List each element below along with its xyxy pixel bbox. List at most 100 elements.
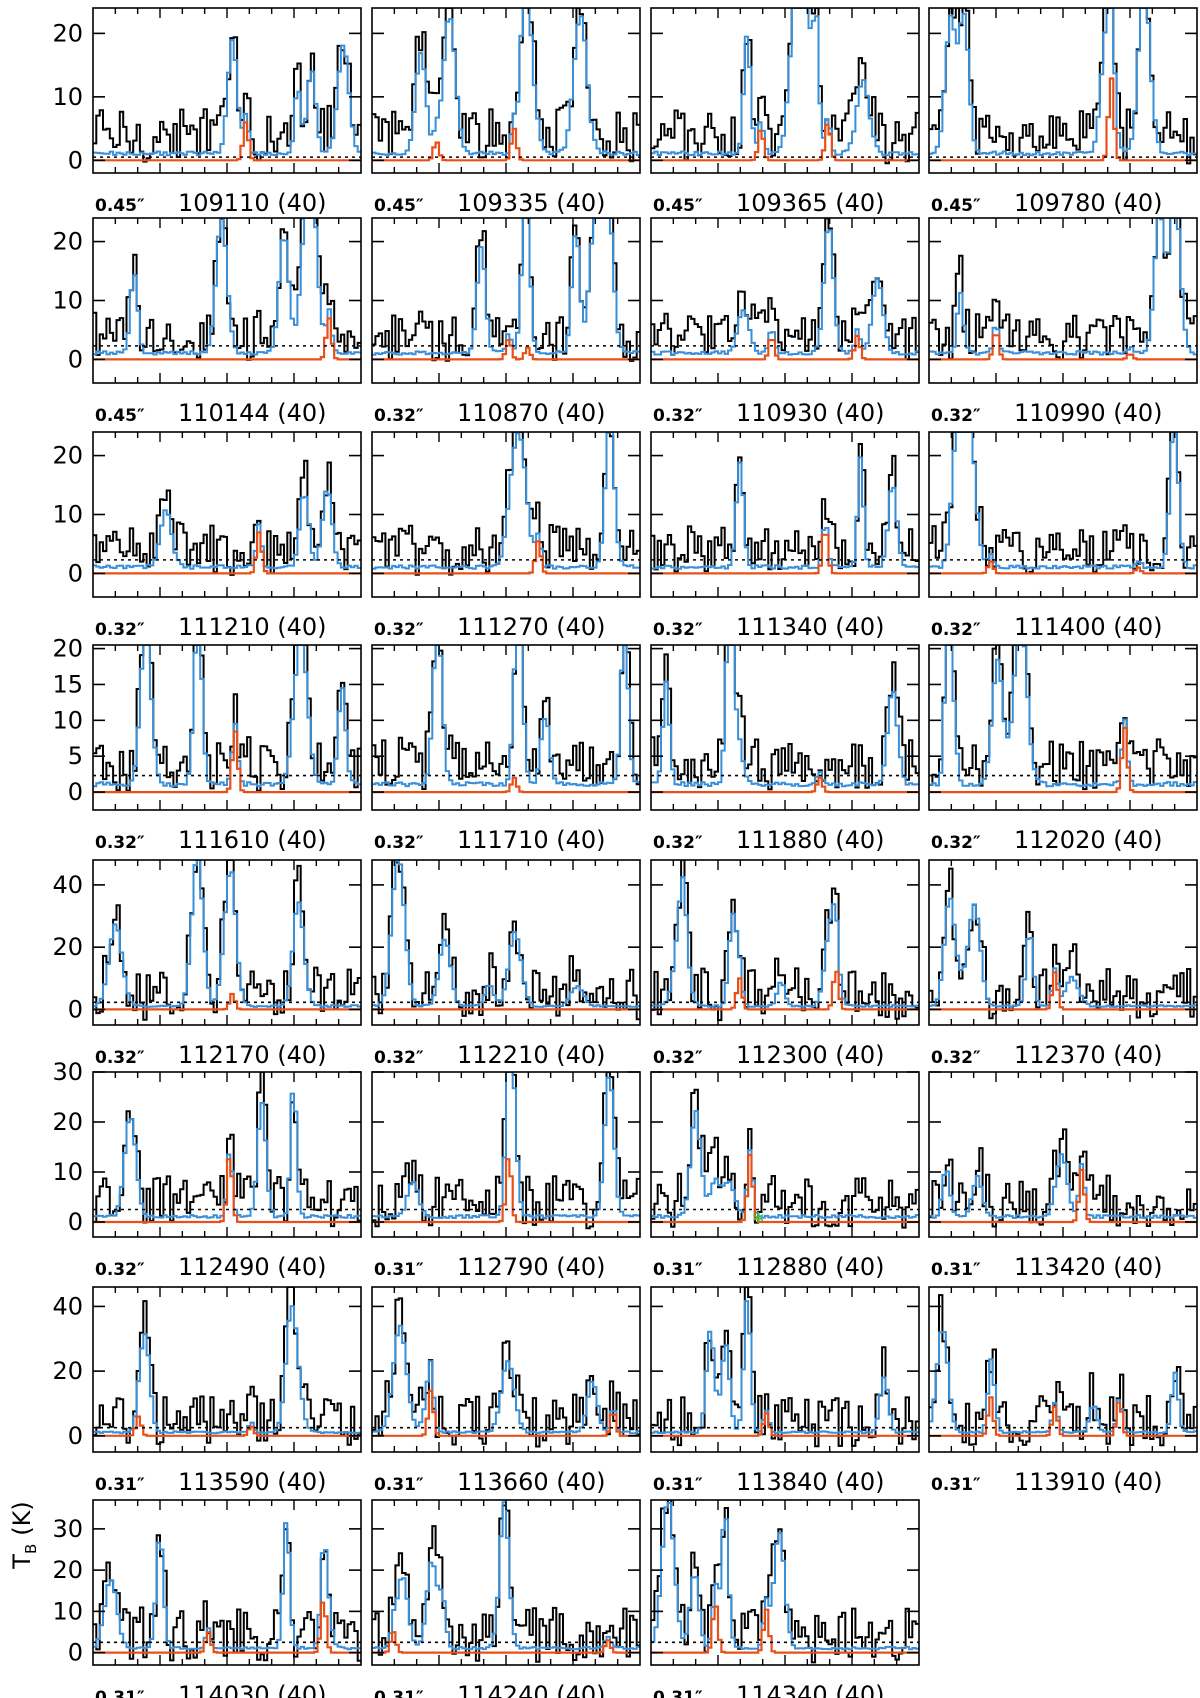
full-model-line [93,218,361,356]
molecule-model-line [651,123,919,162]
resolution-label: 0.45″ [653,196,703,216]
spectrum-panel: 0.31″ 112790 (40) [371,1071,641,1281]
molecule-model-line [93,1415,361,1437]
frequency-label: 112170 (40) [178,1041,327,1069]
resolution-label: 0.32″ [931,620,981,640]
full-model-line [93,490,361,570]
frequency-label: 111270 (40) [457,613,606,641]
spectrum-panel: 0.32″ 110930 (40) [650,217,920,427]
observed-spectrum-line [651,1088,919,1229]
frequency-label: 114240 (40) [457,1681,606,1698]
full-model-line [651,1110,919,1219]
y-tick-label: 30 [52,1515,83,1543]
observed-spectrum-line [372,1297,640,1448]
molecule-model-line [929,77,1197,162]
panel-frame [650,431,920,598]
resolution-label: 0.32″ [653,833,703,853]
observed-spectrum-line [651,218,919,361]
full-model-line [651,8,919,157]
observed-spectrum-line [93,1528,361,1662]
resolution-label: 0.31″ [374,1260,424,1280]
observed-spectrum-line [929,432,1197,575]
frequency-label: 112020 (40) [1014,826,1163,854]
y-tick-label: 10 [52,287,83,315]
y-tick-label: 0 [68,345,83,373]
y-tick-label: 0 [68,146,83,174]
resolution-label: 0.32″ [653,406,703,426]
full-model-line [651,1300,919,1435]
panel-frame [371,217,641,384]
spectrum-panel: 0.32″ 110990 (40) [928,217,1198,427]
molecule-model-line [93,992,361,1011]
frequency-label: 110144 (40) [178,399,327,427]
observed-spectrum-line [651,443,919,573]
molecule-model-line [929,334,1197,361]
y-axis-label: TB (K) [8,1501,40,1569]
spectrum-panel: 0.31″ 113910 (40) [928,1286,1198,1496]
frequency-label: 109780 (40) [1014,189,1163,217]
frequency-label: 114030 (40) [178,1681,327,1698]
spectrum-panel: 0 10 20 0.32″ 111210 (40) [52,431,362,641]
y-tick-label: 0 [68,778,83,806]
spectrum-panel: 0.32″ 112370 (40) [928,859,1198,1069]
y-tick-label: 40 [52,871,83,899]
resolution-label: 0.31″ [653,1688,703,1698]
full-model-line [372,645,640,788]
observed-spectrum-line [93,645,361,792]
full-model-line [93,1522,361,1651]
full-model-line [372,1072,640,1219]
resolution-label: 0.32″ [374,406,424,426]
spectrum-panel: 0 20 40 0.31″ 113590 (40) [52,1286,362,1496]
observed-spectrum-line [929,1128,1197,1228]
y-tick-label: 0 [68,1639,83,1667]
resolution-label: 0.32″ [374,833,424,853]
full-model-line [929,897,1197,1008]
full-model-line [372,218,640,356]
molecule-model-line [929,1168,1197,1224]
molecule-model-line [929,1396,1197,1437]
resolution-label: 0.45″ [95,196,145,216]
full-model-line [929,218,1197,356]
molecule-model-line [93,531,361,575]
full-model-line [372,432,640,570]
full-model-line [651,645,919,788]
molecule-model-line [372,127,640,162]
spectrum-panel: 0.32″ 112020 (40) [928,644,1198,854]
spectrum-panel: 0.45″ 109365 (40) [650,7,920,217]
resolution-label: 0.32″ [95,620,145,640]
frequency-label: 113840 (40) [736,1468,885,1496]
spectrum-panel: 0.31″ 114240 (40) [371,1499,641,1698]
full-model-line [651,876,919,1008]
y-tick-label: 30 [52,1058,83,1086]
frequency-label: 111610 (40) [178,826,327,854]
y-tick-label: 0 [68,995,83,1023]
molecule-model-line [929,560,1197,575]
resolution-label: 0.31″ [931,1260,981,1280]
full-model-line [929,1153,1197,1219]
y-tick-label: 20 [52,1556,83,1584]
y-tick-label: 20 [52,1357,83,1385]
frequency-label: 110870 (40) [457,399,606,427]
observed-spectrum-line [372,432,640,576]
full-model-line [372,8,640,157]
frequency-label: 112490 (40) [178,1253,327,1281]
molecule-model-line [651,1153,919,1224]
full-model-line [93,860,361,1008]
full-model-line [929,1331,1197,1435]
frequency-label: 113910 (40) [1014,1468,1163,1496]
observed-spectrum-line [651,1287,919,1448]
spectrum-panel: 0.32″ 111710 (40) [371,644,641,854]
molecule-model-line [93,730,361,794]
molecule-model-line [93,317,361,361]
y-tick-label: 20 [52,19,83,47]
observed-spectrum-line [651,645,919,791]
spectrum-panel: 0 10 20 0.45″ 110144 (40) [52,217,362,427]
frequency-label: 111710 (40) [457,826,606,854]
full-model-line [929,645,1197,788]
observed-spectrum-line [372,8,640,163]
molecule-model-line [93,1158,361,1224]
spectrum-panel: 0.32″ 111270 (40) [371,431,641,641]
observed-spectrum-line [372,645,640,790]
